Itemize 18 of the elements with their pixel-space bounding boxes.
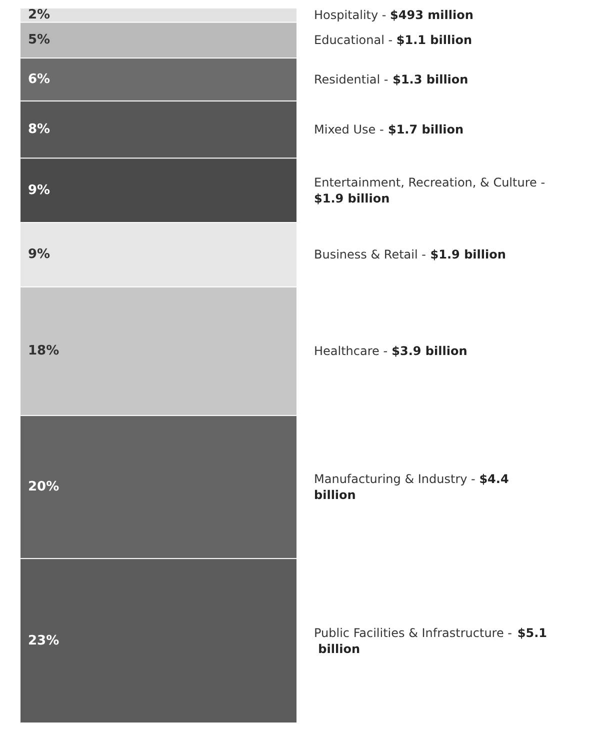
data-label: 5% bbox=[28, 32, 50, 48]
series-label: Healthcare - $3.9 billion bbox=[314, 344, 468, 358]
series-label: Hospitality - $493 million bbox=[314, 8, 474, 22]
data-label: 2% bbox=[28, 8, 50, 23]
text: Public Facilities & Infrastructure - $5.1 billion bbox=[314, 626, 547, 656]
series-label: Entertainment, Recreation, & Culture - $1.9 billion bbox=[314, 175, 549, 206]
series-label: Residential - $1.3 billion bbox=[314, 72, 468, 86]
series-label: Mixed Use - $1.7 billion bbox=[314, 122, 464, 137]
data-label: 6% bbox=[28, 72, 50, 87]
series-label: Business & Retail - $1.9 billion bbox=[314, 248, 506, 262]
data-label: 9% bbox=[28, 182, 50, 198]
data-label: 8% bbox=[28, 122, 50, 138]
data-label: 9% bbox=[28, 247, 50, 262]
data-label: 18% bbox=[28, 344, 60, 359]
data-label: 23% bbox=[28, 633, 60, 648]
series-label: Educational - $1.1 billion bbox=[314, 33, 472, 48]
data-label: 20% bbox=[28, 480, 60, 495]
text: Manufacturing & Industry - $4.4 billion bbox=[314, 472, 509, 502]
